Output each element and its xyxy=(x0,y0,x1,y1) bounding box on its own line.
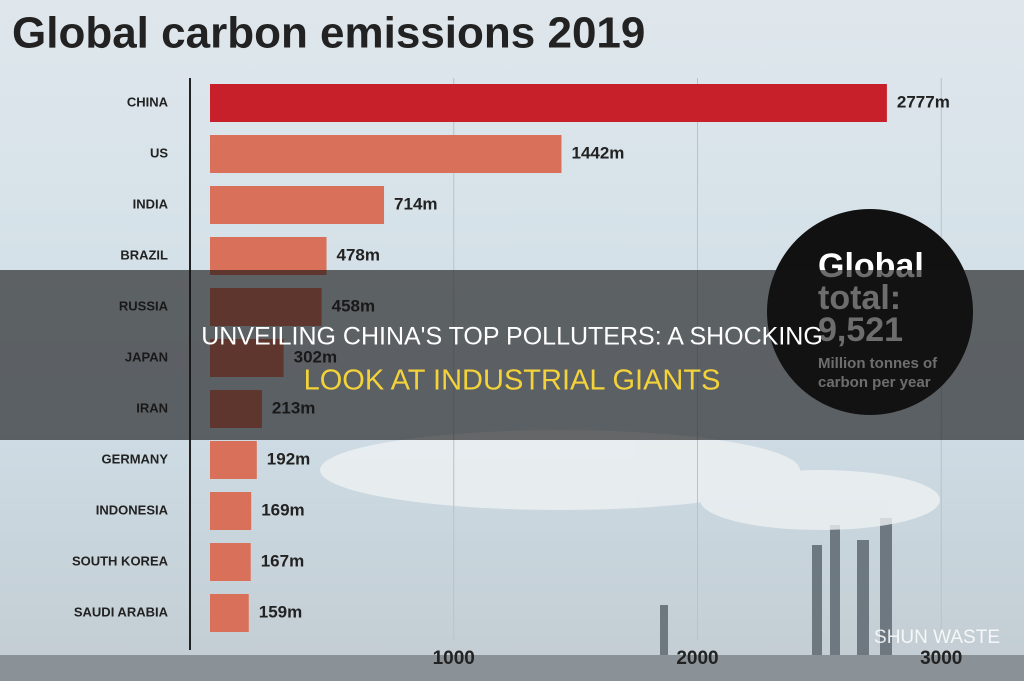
y-tick-label: BRAZIL xyxy=(120,247,168,262)
y-tick-label: CHINA xyxy=(127,94,169,109)
data-label: 169m xyxy=(261,500,304,519)
data-label: 478m xyxy=(337,245,380,264)
y-tick-label: SOUTH KOREA xyxy=(72,553,169,568)
data-label: 167m xyxy=(261,551,304,570)
y-tick-label: US xyxy=(150,145,168,160)
bar xyxy=(210,492,252,530)
y-tick-label: INDIA xyxy=(133,196,169,211)
bar xyxy=(210,237,327,275)
bar xyxy=(210,135,562,173)
data-label: 192m xyxy=(267,449,310,468)
bar xyxy=(210,441,257,479)
chart-title: Global carbon emissions 2019 xyxy=(12,9,645,58)
smoke xyxy=(320,430,940,530)
bar xyxy=(210,84,887,122)
banner-line: LOOK AT INDUSTRIAL GIANTS xyxy=(304,365,721,397)
x-tick-label: 3000 xyxy=(920,648,962,669)
bar xyxy=(210,186,385,224)
data-label: 1442m xyxy=(571,143,624,162)
x-tick-label: 1000 xyxy=(433,648,475,669)
bar xyxy=(210,543,251,581)
smokestacks xyxy=(0,518,1024,681)
y-tick-label: SAUDI ARABIA xyxy=(74,604,169,619)
banner xyxy=(0,270,1024,440)
y-tick-label: INDONESIA xyxy=(96,502,169,517)
banner-line: UNVEILING CHINA'S TOP POLLUTERS: A SHOCK… xyxy=(201,323,823,351)
data-label: 159m xyxy=(259,602,302,621)
y-tick-label: GERMANY xyxy=(102,451,169,466)
data-label: 2777m xyxy=(897,92,950,111)
bar xyxy=(210,594,249,632)
watermark: SHUN WASTE xyxy=(874,627,1000,648)
x-tick-label: 2000 xyxy=(676,648,718,669)
data-label: 714m xyxy=(394,194,437,213)
